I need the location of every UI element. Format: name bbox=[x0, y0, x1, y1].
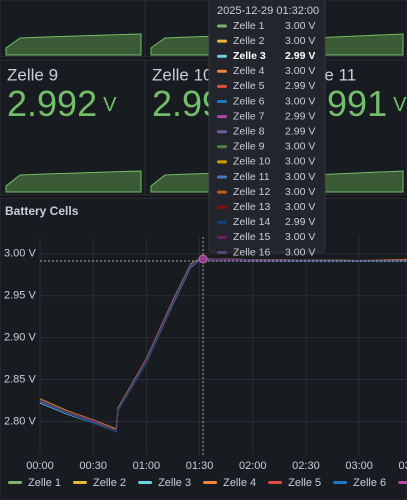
tooltip-name: Zelle 16 bbox=[233, 246, 271, 258]
x-tick-label: 01:30 bbox=[186, 460, 214, 472]
tooltip-value: 3.00 V bbox=[285, 201, 315, 213]
tooltip-name: Zelle 4 bbox=[233, 65, 265, 77]
panel-title: Battery Cells bbox=[5, 204, 79, 218]
tooltip: 2025-12-29 01:32:00 Zelle 1 3.00 V Zelle 2 3… bbox=[208, 0, 326, 258]
tooltip-name: Zelle 15 bbox=[233, 231, 271, 243]
tooltip-swatch bbox=[217, 235, 227, 239]
tooltip-value: 3.00 V bbox=[285, 20, 315, 32]
legend-swatch bbox=[398, 481, 407, 484]
legend-swatch bbox=[203, 481, 218, 484]
stat-number: 2.992 bbox=[7, 83, 97, 124]
tooltip-time: 2025-12-29 01:32:00 bbox=[217, 5, 319, 17]
tooltip-value: 3.00 V bbox=[285, 186, 315, 198]
tooltip-value: 3.00 V bbox=[285, 156, 315, 168]
tooltip-name: Zelle 3 bbox=[233, 50, 266, 62]
x-tick-label: 01:00 bbox=[133, 460, 161, 472]
legend-label: Zelle 3 bbox=[158, 477, 191, 489]
x-tick-label: 02:00 bbox=[239, 460, 267, 472]
tooltip-swatch bbox=[217, 175, 227, 179]
tooltip-swatch bbox=[217, 54, 227, 58]
tooltip-name: Zelle 1 bbox=[233, 20, 265, 32]
sparkline bbox=[5, 170, 142, 193]
y-tick-label: 2.85 V bbox=[4, 373, 36, 385]
y-tick-label: 2.90 V bbox=[4, 332, 36, 344]
tooltip-name: Zelle 8 bbox=[233, 125, 265, 137]
tooltip-swatch bbox=[217, 115, 227, 119]
legend-label: Zelle 2 bbox=[93, 477, 126, 489]
y-tick-label: 3.00 V bbox=[4, 248, 36, 260]
tooltip-value: 2.99 V bbox=[285, 125, 315, 137]
legend-swatch bbox=[268, 481, 283, 484]
hover-point bbox=[198, 254, 208, 264]
tooltip-swatch bbox=[217, 160, 227, 164]
series-line bbox=[39, 258, 407, 431]
tooltip-name: Zelle 6 bbox=[233, 95, 265, 107]
x-tick-label: 00:30 bbox=[79, 460, 107, 472]
stat-value: 2.992 V bbox=[7, 83, 117, 124]
x-tick-label: 00:00 bbox=[26, 460, 54, 472]
tooltip-swatch bbox=[217, 84, 227, 88]
legend-label: Zelle 4 bbox=[223, 477, 256, 489]
tooltip-name: Zelle 2 bbox=[233, 35, 265, 47]
tooltip-value: 2.99 V bbox=[285, 216, 315, 228]
x-tick-label: 02:30 bbox=[292, 460, 320, 472]
tooltip-swatch bbox=[217, 69, 227, 73]
tooltip-name: Zelle 7 bbox=[233, 110, 265, 122]
plot: 2.80 V 2.85 V 2.90 V 2.95 V 3.00 V 00:00 00:30… bbox=[4, 237, 407, 472]
tooltip-value: 3.00 V bbox=[285, 171, 315, 183]
tooltip-value: 2.99 V bbox=[285, 80, 315, 92]
legend-swatch bbox=[333, 481, 348, 484]
legend-label: Zelle 5 bbox=[288, 477, 321, 489]
legend-label: Zelle 6 bbox=[353, 477, 386, 489]
legend-label: Zelle 1 bbox=[28, 477, 61, 489]
legend-swatch bbox=[73, 481, 88, 484]
tooltip-swatch bbox=[217, 251, 227, 254]
tooltip-name: Zelle 11 bbox=[233, 171, 270, 183]
tooltip-box bbox=[208, 0, 326, 253]
tooltip-swatch bbox=[217, 24, 227, 28]
series-line bbox=[39, 259, 407, 433]
tooltip-name: Zelle 14 bbox=[233, 216, 271, 228]
tooltip-name: Zelle 5 bbox=[233, 80, 265, 92]
tooltip-swatch bbox=[217, 100, 227, 103]
tooltip-value: 3.00 V bbox=[285, 141, 315, 153]
legend-swatch bbox=[8, 481, 22, 484]
legend: Zelle 1 Zelle 2 Zelle 3 Zelle 4 Zelle 5 Zelle… bbox=[8, 477, 407, 489]
tooltip-swatch bbox=[217, 190, 227, 194]
y-tick-label: 2.95 V bbox=[4, 290, 36, 302]
legend-swatch bbox=[138, 481, 153, 484]
tooltip-value: 3.00 V bbox=[285, 65, 315, 77]
x-tick-label: 03:30 bbox=[399, 460, 407, 472]
tooltip-value: 3.00 V bbox=[285, 35, 315, 47]
tooltip-value: 2.99 V bbox=[285, 50, 315, 62]
tooltip-swatch bbox=[217, 145, 227, 149]
tooltip-name: Zelle 13 bbox=[233, 201, 271, 213]
tooltip-name: Zelle 12 bbox=[233, 186, 271, 198]
stat-unit: V bbox=[393, 94, 407, 116]
y-tick-label: 2.80 V bbox=[4, 415, 36, 427]
stat-unit: V bbox=[103, 94, 117, 116]
tooltip-name: Zelle 9 bbox=[233, 141, 265, 153]
tooltip-value: 3.00 V bbox=[285, 231, 315, 243]
tooltip-value: 3.00 V bbox=[285, 95, 315, 107]
tooltip-name: Zelle 10 bbox=[233, 156, 271, 168]
tooltip-swatch bbox=[217, 220, 227, 224]
stat-title: Zelle 10 bbox=[152, 65, 212, 84]
tooltip-swatch bbox=[217, 130, 227, 134]
tooltip-value: 3.00 V bbox=[285, 246, 315, 258]
sparkline bbox=[5, 33, 142, 56]
tooltip-swatch bbox=[217, 39, 227, 43]
tooltip-value: 2.99 V bbox=[285, 110, 315, 122]
x-tick-label: 03:00 bbox=[345, 460, 373, 472]
tooltip-swatch bbox=[217, 205, 227, 209]
stat-title: Zelle 9 bbox=[7, 65, 58, 84]
